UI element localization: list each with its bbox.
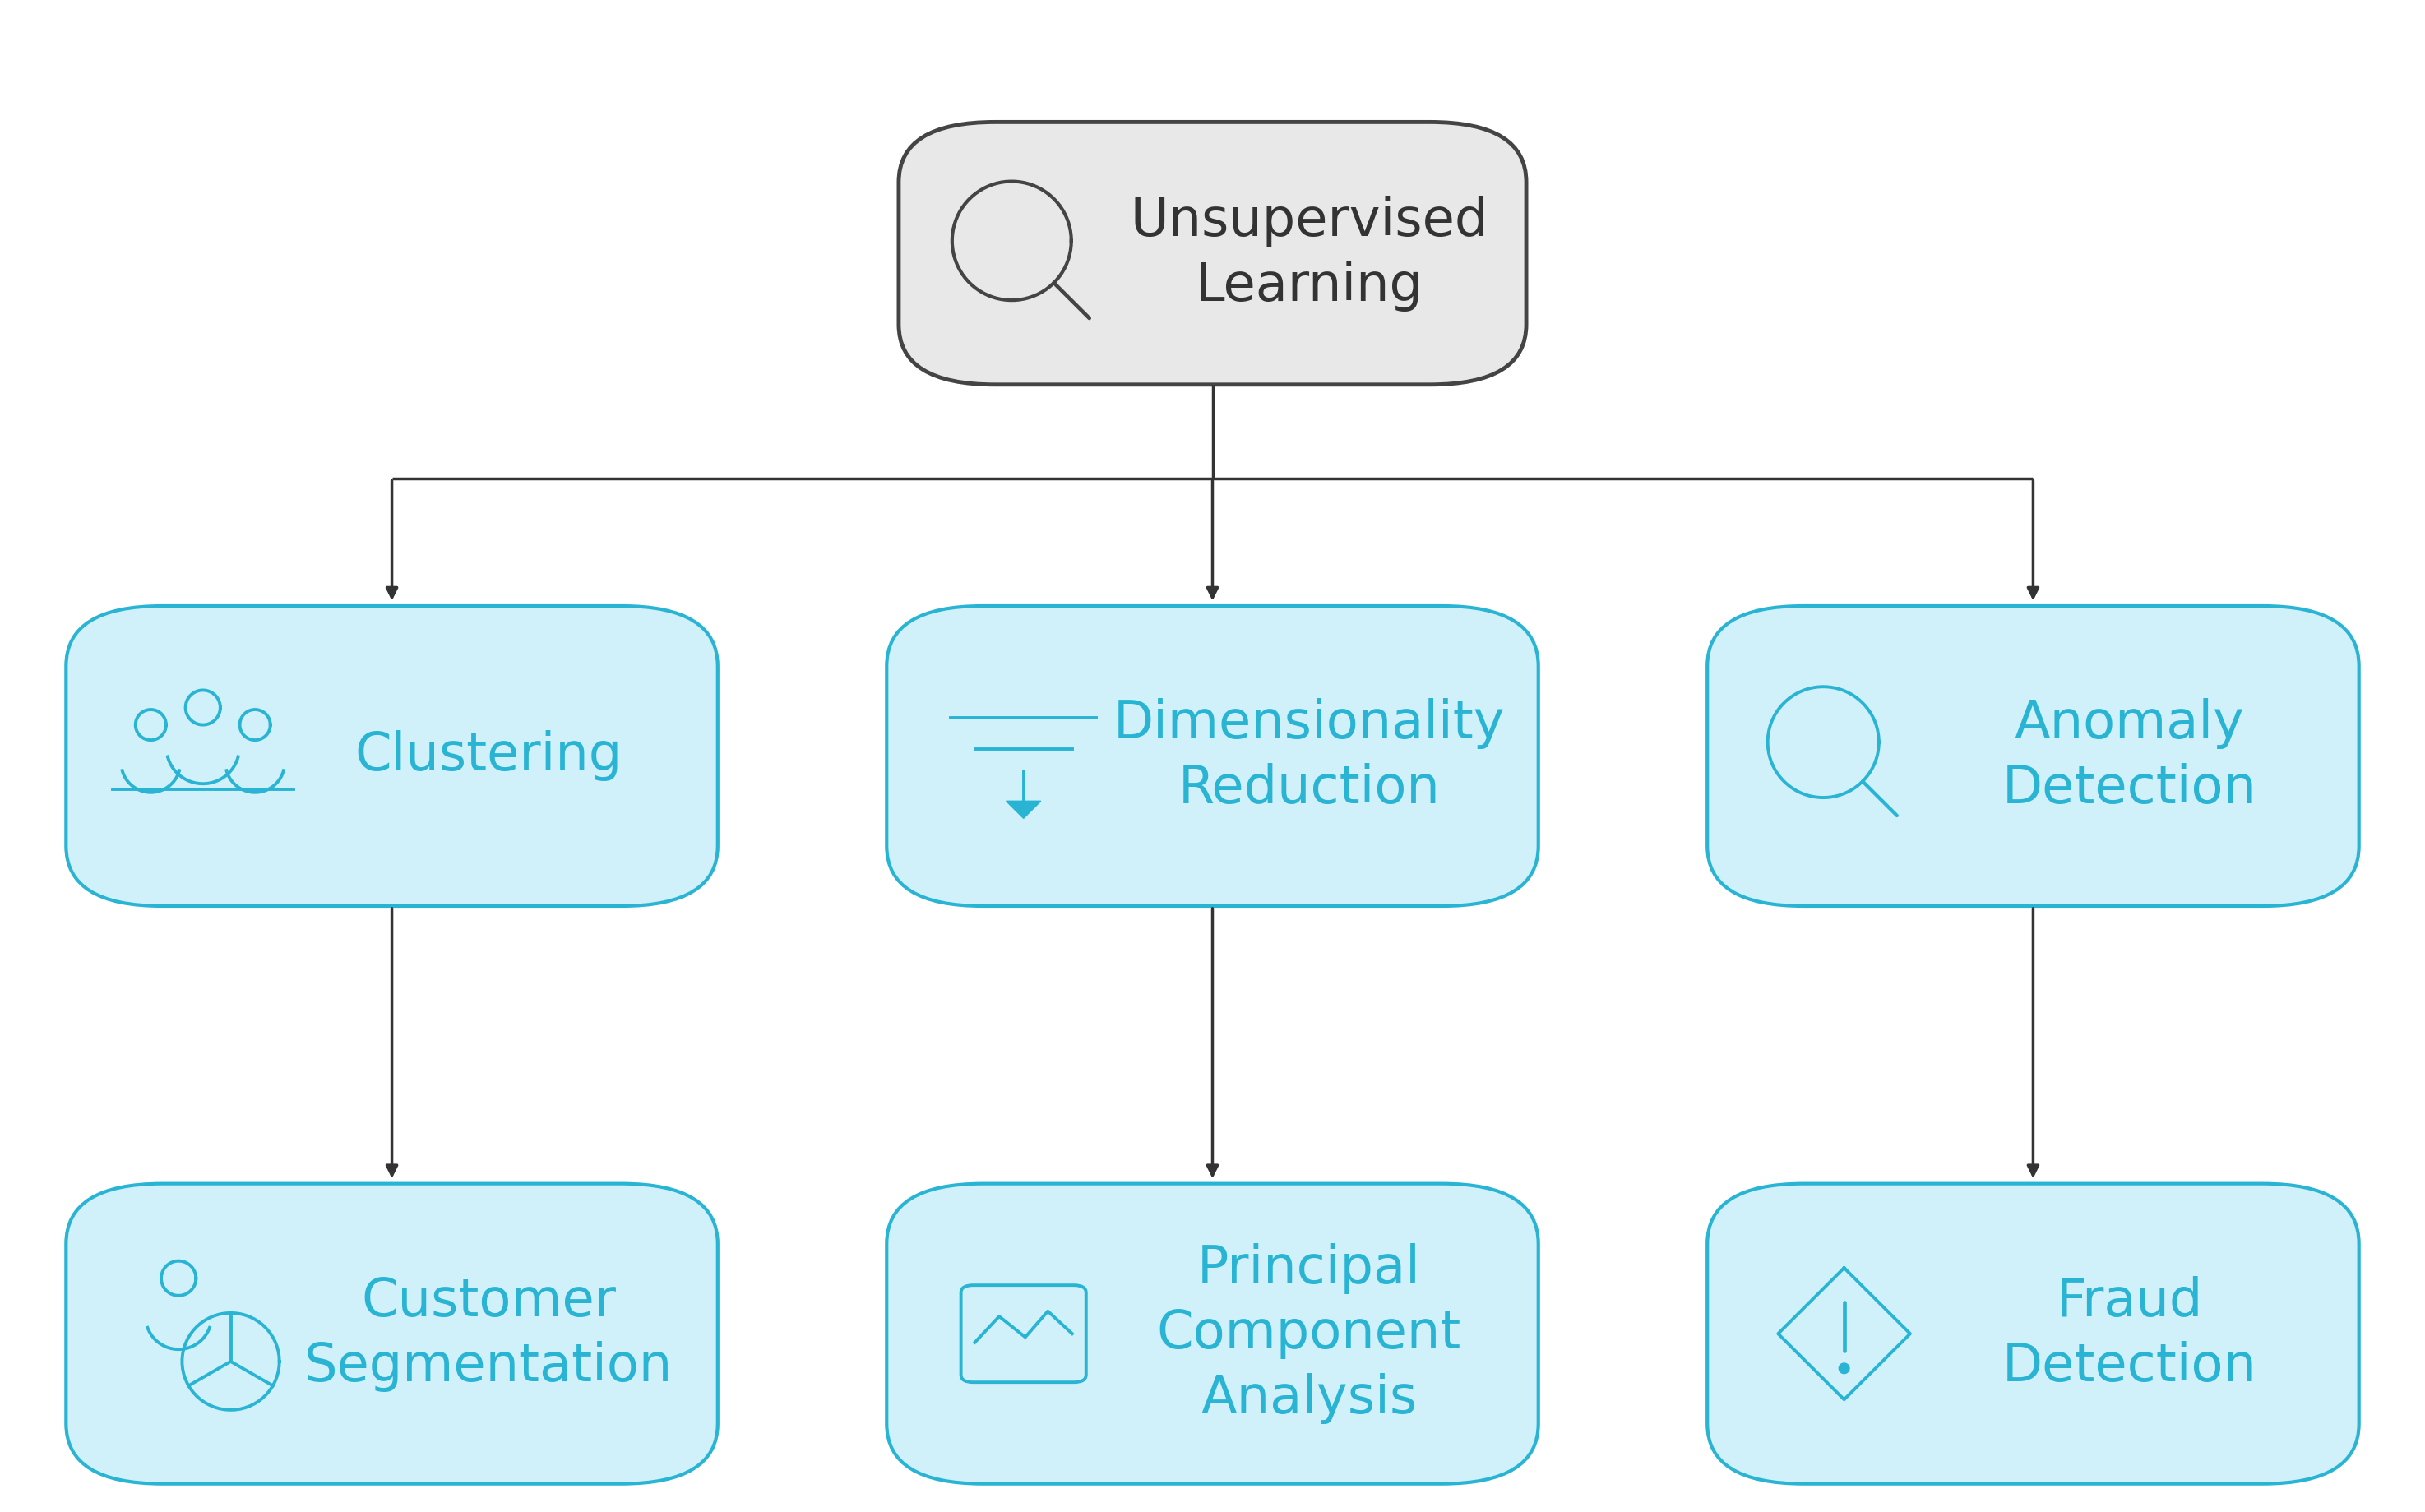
FancyBboxPatch shape — [1707, 1184, 2360, 1483]
Polygon shape — [1006, 801, 1040, 818]
Text: Unsupervised
Learning: Unsupervised Learning — [1130, 195, 1489, 311]
Polygon shape — [1838, 1364, 1850, 1373]
FancyBboxPatch shape — [65, 606, 718, 906]
FancyBboxPatch shape — [65, 1184, 718, 1483]
Text: Customer
Segmentation: Customer Segmentation — [303, 1276, 672, 1391]
Text: Anomaly
Detection: Anomaly Detection — [2003, 699, 2258, 813]
Text: Principal
Component
Analysis: Principal Component Analysis — [1157, 1243, 1462, 1424]
FancyBboxPatch shape — [900, 122, 1525, 384]
Text: Fraud
Detection: Fraud Detection — [2003, 1276, 2258, 1391]
Text: Dimensionality
Reduction: Dimensionality Reduction — [1113, 699, 1506, 813]
FancyBboxPatch shape — [1707, 606, 2360, 906]
FancyBboxPatch shape — [888, 1184, 1537, 1483]
FancyBboxPatch shape — [888, 606, 1537, 906]
Text: Clustering: Clustering — [354, 730, 623, 782]
